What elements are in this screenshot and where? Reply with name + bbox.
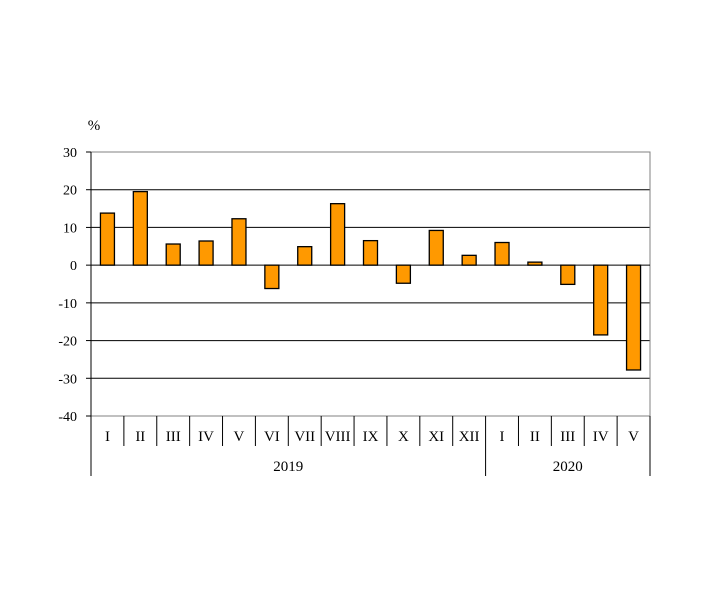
bar [264,264,280,290]
x-tick-label: V [628,429,639,445]
bar [428,229,444,266]
bar [494,241,510,266]
x-tick-label: IV [593,429,609,445]
x-tick-label: III [560,429,575,445]
bar [329,203,346,266]
x-tick-label: XI [428,429,444,445]
y-tick-label: -10 [58,297,77,312]
bar [165,243,181,266]
bar [362,239,379,266]
bar [560,264,576,286]
y-tick-label: -40 [58,410,77,425]
y-tick-label: 0 [70,259,77,274]
y-tick-label: 30 [63,146,77,161]
bar [99,212,116,266]
gridlines [91,189,650,379]
bar [461,254,477,266]
x-tick-label: IX [363,429,379,445]
y-tick-label: -30 [58,372,77,387]
y-axis: 30 20 10 0 -10 -20 -30 -40 [58,146,92,425]
bar [593,264,609,336]
group-label: 2020 [553,459,583,475]
y-tick-label: 20 [63,184,77,199]
bar [625,264,642,371]
bar [198,240,214,266]
x-tick-label: VI [264,429,280,445]
bar [132,190,148,266]
x-tick-label: I [105,429,110,445]
y-tick-label: -20 [58,335,77,350]
x-tick-label: I [500,429,505,445]
x-tick-label: X [398,429,409,445]
x-tick-label: II [135,429,145,445]
y-tick-label: 10 [63,221,77,236]
x-tick-label: II [530,429,540,445]
bars [99,190,642,371]
unit-label: % [88,118,101,134]
x-tick-label: III [166,429,181,445]
x-tick-label: XII [459,429,480,445]
bar [297,246,313,266]
group-label: 2019 [273,459,303,475]
bar [527,261,543,266]
x-tick-label: VIII [325,429,351,445]
x-tick-label: V [234,429,245,445]
x-tick-label: IV [198,429,214,445]
bar [231,218,247,266]
bar [395,264,412,284]
x-tick-label: VII [294,429,315,445]
